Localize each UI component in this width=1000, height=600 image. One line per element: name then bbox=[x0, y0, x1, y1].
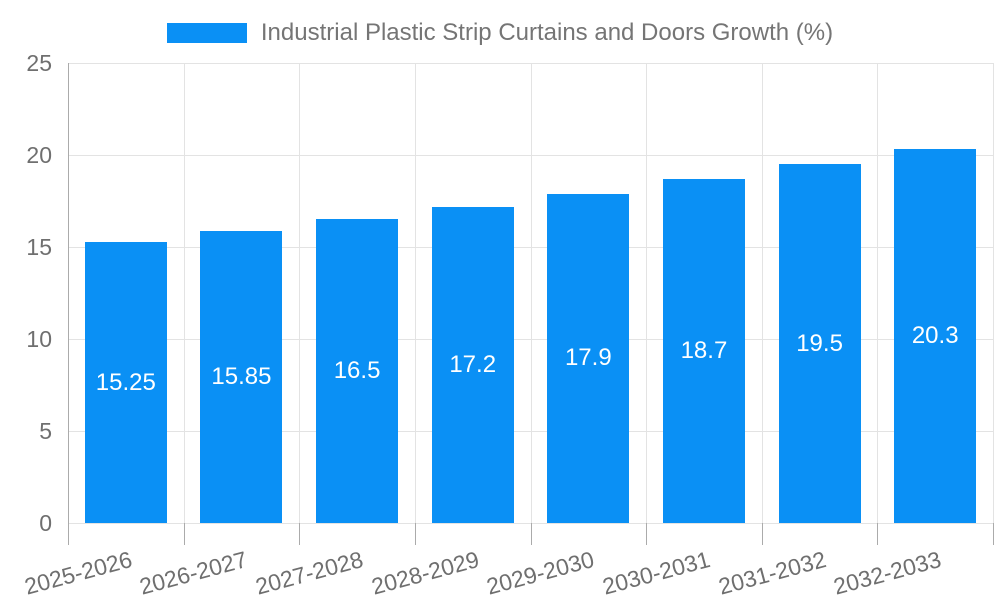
bar-value-label: 15.85 bbox=[211, 363, 272, 391]
gridline-vertical bbox=[761, 63, 763, 523]
gridline-vertical bbox=[646, 63, 648, 523]
chart-bar[interactable] bbox=[547, 193, 630, 523]
y-axis-tick-label: 15 bbox=[26, 233, 52, 260]
bar-value-label: 20.3 bbox=[911, 322, 959, 350]
chart-bar[interactable] bbox=[662, 178, 745, 523]
bar-value-label: 18.7 bbox=[680, 336, 728, 364]
x-axis-tick bbox=[761, 523, 763, 545]
chart-bar[interactable] bbox=[316, 219, 399, 523]
gridline-vertical bbox=[299, 63, 301, 523]
chart-bar[interactable] bbox=[894, 149, 977, 523]
x-axis-tick-label: 2031-2032 bbox=[715, 546, 829, 600]
bar-value-label: 17.2 bbox=[449, 350, 497, 378]
x-axis-tick-label: 2032-2033 bbox=[830, 546, 944, 600]
x-axis-tick-label: 2028-2029 bbox=[368, 546, 482, 600]
x-axis-tick bbox=[646, 523, 648, 545]
x-axis-tick bbox=[993, 523, 994, 545]
legend-color-swatch bbox=[166, 23, 247, 43]
x-axis-tick bbox=[299, 523, 301, 545]
x-axis-tick-label: 2029-2030 bbox=[484, 546, 598, 600]
gridline-vertical bbox=[414, 63, 416, 523]
chart-bar[interactable] bbox=[200, 231, 283, 523]
x-axis-tick bbox=[183, 523, 185, 545]
chart-bar[interactable] bbox=[431, 206, 514, 523]
legend-series-label: Industrial Plastic Strip Curtains and Do… bbox=[260, 19, 834, 46]
x-axis-tick bbox=[414, 523, 416, 545]
x-axis-tick-label: 2026-2027 bbox=[137, 546, 251, 600]
chart-legend: Industrial Plastic Strip Curtains and Do… bbox=[0, 18, 1000, 48]
gridline-vertical bbox=[530, 63, 532, 523]
chart-bar[interactable] bbox=[778, 164, 861, 523]
x-axis-tick bbox=[530, 523, 532, 545]
bar-value-label: 17.9 bbox=[564, 344, 612, 372]
chart-bar[interactable] bbox=[84, 242, 167, 523]
y-axis-tick-label: 25 bbox=[26, 49, 52, 76]
gridline-vertical bbox=[877, 63, 879, 523]
bar-value-label: 19.5 bbox=[796, 329, 843, 357]
y-axis-tick-label: 5 bbox=[39, 417, 52, 444]
bar-value-label: 16.5 bbox=[333, 357, 381, 385]
x-axis-tick-label: 2027-2028 bbox=[252, 546, 366, 600]
x-axis-tick bbox=[877, 523, 879, 545]
y-axis-tick-label: 20 bbox=[26, 141, 52, 168]
y-axis-line bbox=[68, 63, 69, 545]
y-axis-tick-label: 0 bbox=[39, 509, 52, 536]
gridline-vertical bbox=[183, 63, 185, 523]
x-axis-tick-label: 2025-2026 bbox=[21, 546, 135, 600]
bar-value-label: 15.25 bbox=[95, 368, 156, 396]
gridline-vertical bbox=[993, 63, 994, 523]
x-axis-tick-label: 2030-2031 bbox=[599, 546, 713, 600]
y-axis-tick-label: 10 bbox=[26, 325, 52, 352]
